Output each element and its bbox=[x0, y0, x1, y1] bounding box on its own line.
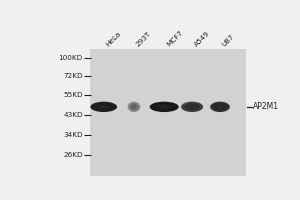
Ellipse shape bbox=[218, 106, 223, 108]
Text: 72KD: 72KD bbox=[63, 73, 83, 79]
Text: A549: A549 bbox=[193, 30, 211, 48]
Ellipse shape bbox=[187, 105, 197, 109]
Ellipse shape bbox=[158, 105, 171, 109]
Ellipse shape bbox=[132, 106, 136, 108]
Ellipse shape bbox=[213, 103, 227, 111]
Ellipse shape bbox=[210, 102, 230, 112]
Text: 100KD: 100KD bbox=[58, 55, 83, 61]
Text: MCF7: MCF7 bbox=[165, 29, 184, 48]
Ellipse shape bbox=[90, 102, 117, 112]
Text: 26KD: 26KD bbox=[63, 152, 83, 158]
Ellipse shape bbox=[184, 103, 200, 111]
Text: AP2M1: AP2M1 bbox=[253, 102, 279, 111]
Text: 293T: 293T bbox=[135, 31, 152, 48]
Ellipse shape bbox=[98, 105, 110, 109]
Text: 55KD: 55KD bbox=[63, 92, 83, 98]
Ellipse shape bbox=[189, 106, 195, 108]
Ellipse shape bbox=[94, 103, 113, 111]
Text: U87: U87 bbox=[221, 33, 236, 48]
Ellipse shape bbox=[216, 105, 224, 109]
Ellipse shape bbox=[160, 106, 168, 108]
Ellipse shape bbox=[181, 102, 203, 112]
Text: HeLa: HeLa bbox=[105, 31, 122, 48]
Ellipse shape bbox=[130, 103, 139, 111]
Text: 43KD: 43KD bbox=[63, 112, 83, 118]
Ellipse shape bbox=[131, 105, 137, 109]
Ellipse shape bbox=[128, 102, 140, 112]
Ellipse shape bbox=[154, 103, 174, 111]
Ellipse shape bbox=[150, 102, 179, 112]
Text: 34KD: 34KD bbox=[63, 132, 83, 138]
Bar bbox=[90, 49, 246, 176]
Ellipse shape bbox=[100, 106, 107, 108]
